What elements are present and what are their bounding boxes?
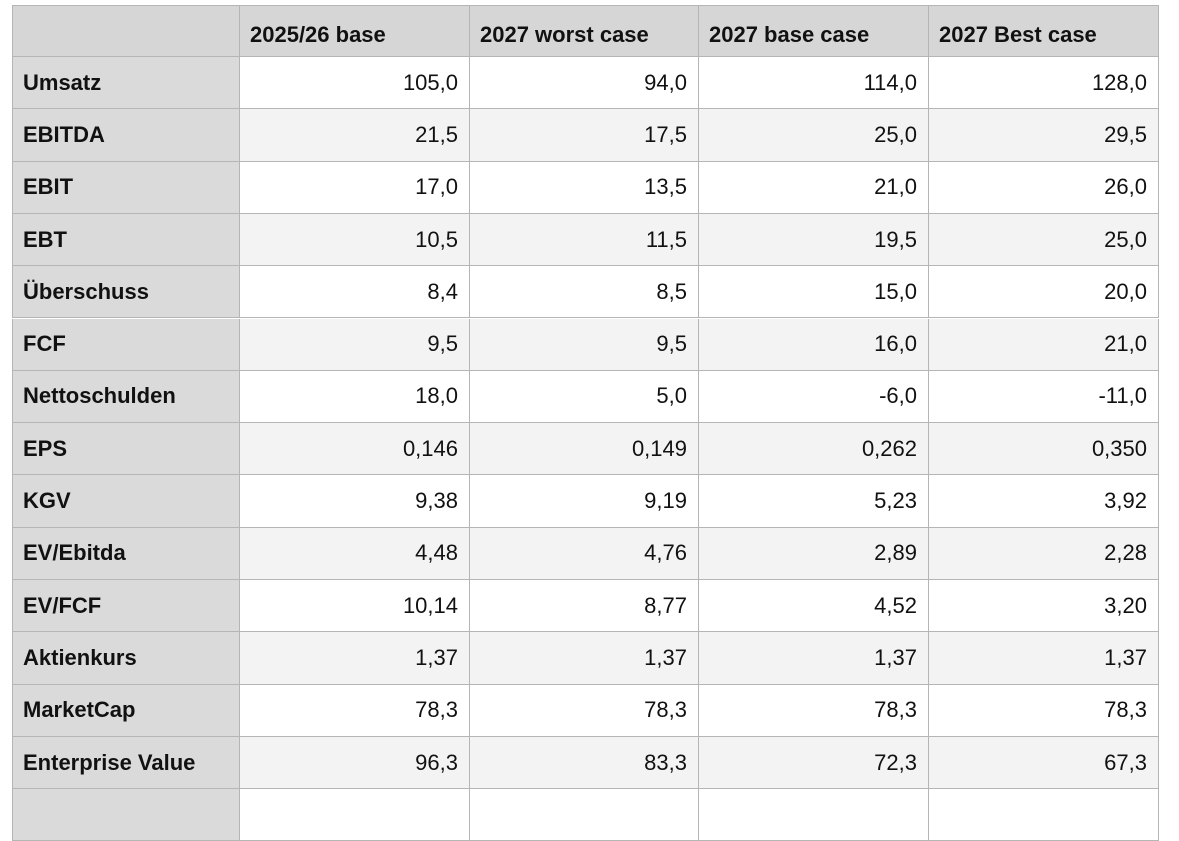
value-cell: 13,5 [470,161,699,214]
value-cell: 9,19 [470,475,699,528]
value-cell: 1,37 [929,632,1159,685]
column-header: 2027 Best case [929,5,1159,57]
spreadsheet-table: 2025/26 base 2027 worst case 2027 base cas… [12,5,1159,841]
value-cell: 3,92 [929,475,1159,528]
empty-cell [929,789,1159,841]
value-cell: 3,20 [929,580,1159,633]
value-cell: 26,0 [929,161,1159,214]
value-cell: 1,37 [240,632,470,685]
value-cell: 16,0 [699,318,929,371]
row-label: EBT [12,213,240,267]
value-cell: 78,3 [929,684,1159,737]
value-cell: 18,0 [240,370,470,424]
value-cell: 25,0 [699,109,929,162]
row-label: Überschuss [12,266,240,319]
value-cell: 20,0 [929,266,1159,319]
value-cell: 9,38 [240,475,470,528]
value-cell: 0,262 [699,423,929,476]
column-header: 2025/26 base [240,5,470,57]
page: Table {"table": { "header": ["2025/26 ba… [12,5,1159,841]
value-cell: 29,5 [929,109,1159,162]
value-cell: 1,37 [470,632,699,685]
row-label: Aktienkurs [12,632,240,685]
row-label: EV/FCF [12,580,240,633]
value-cell: 83,3 [470,736,699,790]
value-cell: 4,76 [470,527,699,580]
value-cell: 8,5 [470,266,699,319]
value-cell: 10,14 [240,580,470,633]
value-cell: 21,0 [699,161,929,214]
value-cell: 78,3 [240,684,470,737]
row-label: Enterprise Value [12,736,240,790]
value-cell: 8,77 [470,580,699,633]
value-cell: 10,5 [240,213,470,267]
value-cell: 9,5 [470,318,699,371]
empty-cell [699,789,929,841]
value-cell: 96,3 [240,736,470,790]
value-cell: 4,52 [699,580,929,633]
value-cell: 78,3 [470,684,699,737]
value-cell: 5,23 [699,475,929,528]
value-cell: 2,28 [929,527,1159,580]
empty-cell [470,789,699,841]
value-cell: 21,5 [240,109,470,162]
value-cell: -6,0 [699,370,929,424]
column-header: 2027 base case [699,5,929,57]
value-cell: 67,3 [929,736,1159,790]
value-cell: 9,5 [240,318,470,371]
corner-cell [12,5,240,57]
row-label: Umsatz [12,57,240,110]
value-cell: 17,0 [240,161,470,214]
value-cell: 19,5 [699,213,929,267]
value-cell: 25,0 [929,213,1159,267]
value-cell: 4,48 [240,527,470,580]
value-cell: 21,0 [929,318,1159,371]
row-label: EPS [12,423,240,476]
value-cell: 8,4 [240,266,470,319]
row-label: EV/Ebitda [12,527,240,580]
value-cell: 0,350 [929,423,1159,476]
value-cell: 114,0 [699,57,929,110]
value-cell: 2,89 [699,527,929,580]
screen: 2025/26 base 2027 worst case 2027 base cas… [12,5,1159,841]
row-label: KGV [12,475,240,528]
value-cell: 0,149 [470,423,699,476]
empty-cell [240,789,470,841]
column-header: 2027 worst case [470,5,699,57]
row-label: Nettoschulden [12,370,240,424]
row-label: MarketCap [12,684,240,737]
value-cell: 105,0 [240,57,470,110]
value-cell: 128,0 [929,57,1159,110]
row-label: FCF [12,318,240,371]
value-cell: 11,5 [470,213,699,267]
row-label: EBITDA [12,109,240,162]
value-cell: 17,5 [470,109,699,162]
empty-cell [12,789,240,841]
row-label: EBIT [12,161,240,214]
value-cell: -11,0 [929,370,1159,424]
value-cell: 5,0 [470,370,699,424]
value-cell: 94,0 [470,57,699,110]
value-cell: 0,146 [240,423,470,476]
value-cell: 78,3 [699,684,929,737]
value-cell: 15,0 [699,266,929,319]
value-cell: 72,3 [699,736,929,790]
value-cell: 1,37 [699,632,929,685]
